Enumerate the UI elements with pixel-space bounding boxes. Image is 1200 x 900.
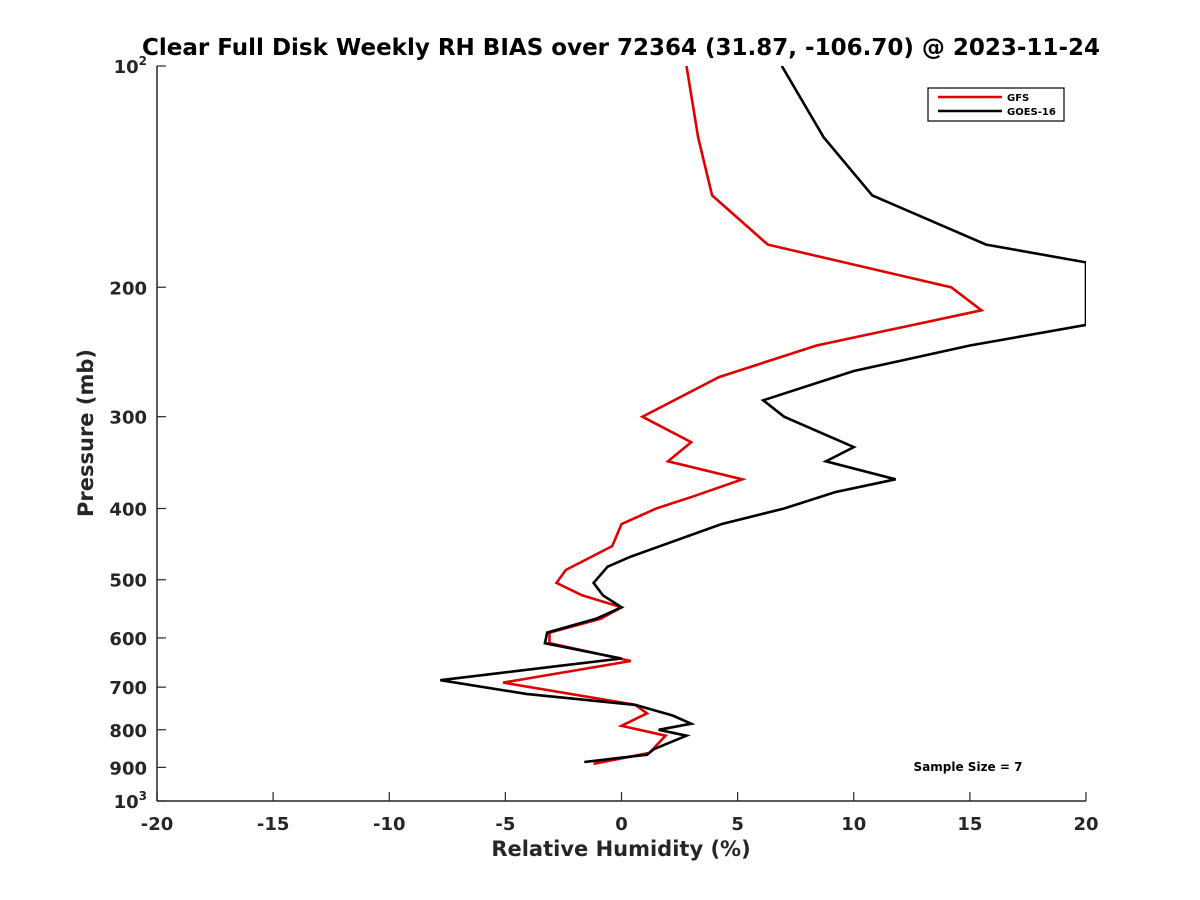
y-tick-label: 700: [109, 678, 147, 699]
chart-title: Clear Full Disk Weekly RH BIAS over 7236…: [142, 35, 1100, 61]
x-tick-label: 15: [957, 814, 982, 835]
legend-label-gfs: GFS: [1007, 93, 1029, 104]
y-tick-label: 600: [109, 629, 147, 650]
x-axis-label: Relative Humidity (%): [491, 837, 750, 861]
legend-label-goes16: GOES-16: [1007, 107, 1056, 118]
y-tick-label: 900: [109, 758, 147, 779]
x-tick-label: 20: [1073, 814, 1098, 835]
y-tick-label: 103: [114, 789, 147, 813]
x-tick-label: -20: [141, 814, 174, 835]
y-tick-label: 200: [109, 278, 147, 299]
y-tick-label: 800: [109, 721, 147, 742]
x-tick-label: 0: [615, 814, 628, 835]
x-tick-label: 10: [841, 814, 866, 835]
x-axis-ticks: -20 -15 -10 -5 0 5 10 15 20: [141, 792, 1099, 835]
y-axis-label: Pressure (mb): [74, 349, 98, 517]
x-tick-label: -10: [373, 814, 406, 835]
legend-box: [927, 87, 1065, 122]
sample-size-annotation: Sample Size = 7: [914, 760, 1023, 774]
y-tick-label: 500: [109, 571, 147, 592]
y-tick-label: 102: [114, 54, 147, 78]
y-axis-ticks: 102 200 300 400 500 600 700 800 900 103: [109, 54, 166, 813]
y-tick-label: 300: [109, 408, 147, 429]
x-tick-label: -15: [257, 814, 290, 835]
series-line-gfs: [502, 66, 985, 766]
axes-layer: [156, 66, 1086, 802]
x-tick-label: 5: [731, 814, 744, 835]
series-line-goes-16: [440, 66, 1086, 764]
x-tick-label: -5: [495, 814, 515, 835]
series-layer: [440, 66, 1086, 766]
y-tick-label: 400: [109, 500, 147, 521]
legend: GFS GOES-16: [927, 87, 1065, 122]
